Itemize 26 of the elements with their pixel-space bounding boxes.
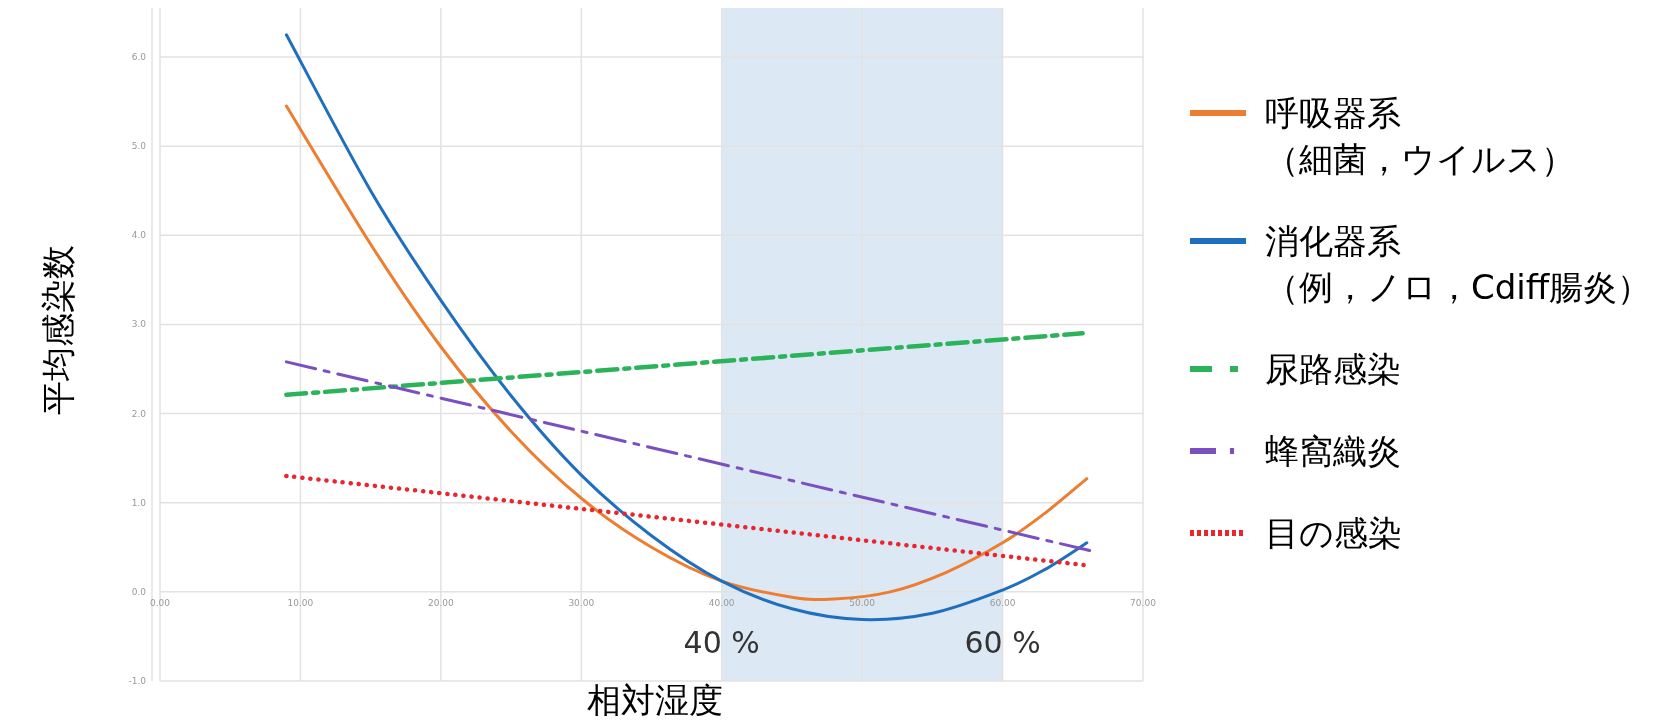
y-tick-label: 0.0	[131, 586, 147, 597]
x-tick-label: 60.00	[989, 597, 1016, 608]
line-series	[284, 33, 1089, 622]
y-tick-label: 2.0	[131, 408, 147, 419]
x-tick-label: 50.00	[849, 597, 876, 608]
y-tick-label: 3.0	[131, 319, 147, 330]
y-tick-label: 5.0	[131, 141, 147, 152]
y-tick-label: 6.0	[131, 52, 147, 63]
legend-label: 消化器系（例，ノロ，Cdiff腸炎）	[1265, 221, 1652, 307]
y-tick-label: 4.0	[131, 230, 147, 241]
y-tick-label: -1.0	[128, 676, 147, 686]
x-tick-label: 30.00	[568, 597, 595, 608]
annotation: 60 %	[964, 624, 1041, 660]
x-tick-label: 0.00	[149, 597, 171, 608]
x-tick-label: 10.00	[287, 597, 314, 608]
annotation: 40 %	[683, 624, 760, 660]
legend-label: 蜂窩織炎	[1265, 431, 1401, 471]
legend-label: 目の感染	[1265, 513, 1402, 553]
y-axis-title: 平均感染数	[38, 245, 78, 415]
x-tick-label: 40.00	[708, 597, 735, 608]
y-tick-label: 1.0	[131, 497, 147, 508]
x-tick-label: 20.00	[427, 597, 455, 608]
x-axis-title: 相対湿度	[587, 680, 723, 720]
legend-label: 呼吸器系（細菌，ウイルス）	[1265, 93, 1575, 179]
legend-label: 尿路感染	[1265, 349, 1401, 389]
x-tick-label: 70.00	[1130, 597, 1157, 608]
